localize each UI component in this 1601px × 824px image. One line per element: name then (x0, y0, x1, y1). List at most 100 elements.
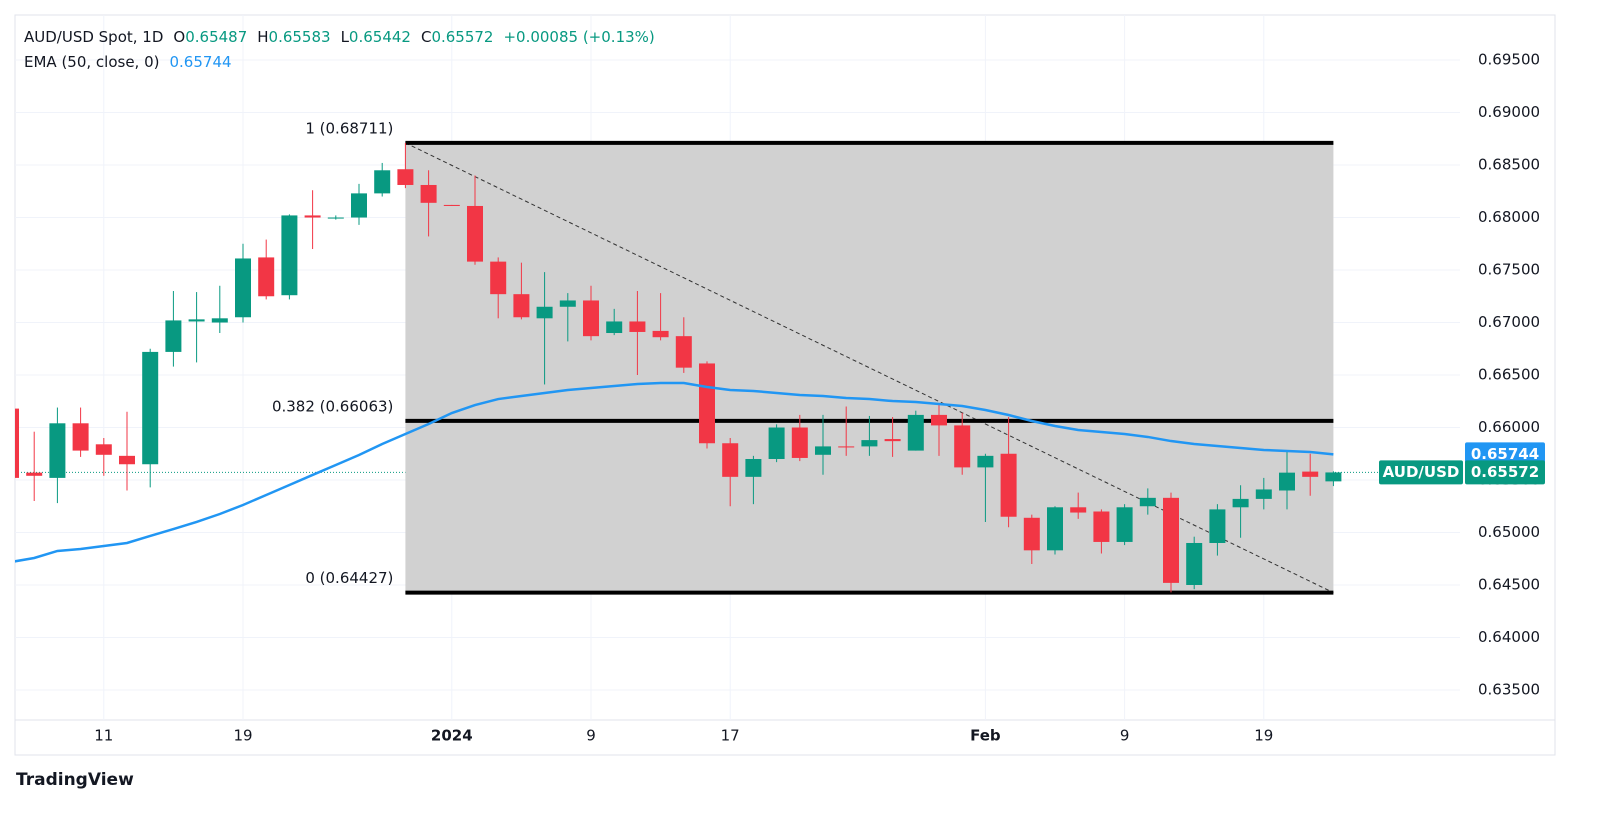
candle-body (304, 215, 321, 218)
candle-body (467, 205, 483, 262)
candle-body (652, 330, 669, 338)
ohlc-value: 0.65572 (431, 28, 494, 46)
candle-body (954, 425, 971, 468)
candle-body (165, 320, 182, 352)
symbol-tag (1379, 460, 1463, 485)
fib-level-label: 0 (0.64427) (305, 569, 393, 587)
candle-body (1047, 507, 1063, 551)
ohlc-letter: H (257, 28, 269, 46)
candle-body (559, 300, 576, 307)
candle-body (1325, 472, 1342, 482)
ohlc-close: C0.65572 (421, 28, 494, 46)
candle-body (95, 444, 112, 455)
ohlc-low: L0.65442 (341, 28, 411, 46)
ohlc-letter: O (173, 28, 186, 46)
ohlc-value: 0.65442 (348, 28, 411, 46)
candle-body (397, 169, 414, 185)
candle-body (1232, 498, 1249, 508)
candle-body (931, 414, 947, 426)
y-tick-label: 0.68000 (1478, 208, 1540, 226)
fib-level-label: 1 (0.68711) (305, 119, 393, 137)
y-tick-label: 0.64000 (1478, 628, 1540, 646)
symbol: AUD/USD Spot, 1D (24, 28, 164, 46)
candle-body (1000, 453, 1017, 517)
x-tick-label: 17 (721, 727, 740, 745)
candle-body (211, 318, 228, 323)
symbol-tag-text: AUD/USD (1383, 463, 1460, 481)
candle-body (72, 423, 89, 451)
ohlc-letter: L (340, 28, 349, 46)
candle-body (1302, 471, 1319, 477)
candle-body (26, 472, 43, 476)
candle-body (327, 217, 344, 219)
candle-body (791, 427, 808, 458)
candle-body (49, 423, 66, 478)
candle-body (536, 306, 553, 319)
candle-body (675, 336, 692, 368)
candle-body (838, 446, 855, 448)
candle-body (977, 455, 994, 468)
candle-body (119, 455, 135, 465)
y-tick-label: 0.68500 (1478, 156, 1540, 174)
ema-tag (1465, 442, 1545, 467)
candle-body (351, 193, 367, 218)
candle-body (1070, 507, 1087, 513)
ema-legend: EMA (50, close, 0) 0.65744 (24, 53, 242, 71)
candle-body (443, 204, 460, 206)
candle-body (1023, 517, 1040, 551)
ema-line (15, 381, 1334, 563)
y-tick-label: 0.63500 (1478, 680, 1540, 698)
candle-body (1093, 511, 1110, 542)
price-tag (1465, 460, 1545, 485)
candle-body (768, 427, 785, 459)
candle-body (1163, 497, 1179, 583)
x-tick-label: 19 (1254, 727, 1273, 745)
candle-body (374, 170, 391, 194)
y-tick-label: 0.66500 (1478, 366, 1540, 384)
ohlc-letter: C (420, 28, 432, 46)
candle-body (235, 258, 251, 318)
x-tick-label: 9 (1120, 727, 1130, 745)
trend-line (405, 142, 1334, 594)
ema-value: 0.65744 (169, 53, 232, 71)
frame (14, 14, 1556, 756)
y-tick-label: 0.67500 (1478, 261, 1540, 279)
x-tick-label: 11 (94, 727, 113, 745)
candle-body (861, 440, 878, 447)
watermark: TradingView (16, 770, 134, 790)
ohlc-high: H0.65583 (257, 28, 330, 46)
ohlc-open: O0.65487 (173, 28, 247, 46)
change: +0.00085 (+0.13%) (503, 28, 655, 46)
candle-body (815, 446, 831, 455)
candle-body (15, 408, 19, 478)
candle-body (142, 351, 159, 465)
candle-body (907, 414, 924, 451)
x-tick-label: Feb (970, 727, 1001, 745)
candle-body (699, 363, 715, 444)
candle-body (188, 319, 205, 322)
x-tick-label: 9 (586, 727, 596, 745)
y-tick-label: 0.65000 (1478, 523, 1540, 541)
x-tick-label: 2024 (431, 727, 473, 745)
price-tag-text: 0.65572 (1471, 463, 1539, 481)
x-tick-label: 19 (233, 727, 252, 745)
candle-body (629, 321, 646, 332)
candle-body (745, 458, 762, 477)
candle-body (884, 439, 901, 442)
candle-body (1139, 497, 1156, 507)
y-tick-label: 0.64500 (1478, 575, 1540, 593)
y-tick-label: 0.69500 (1478, 51, 1540, 69)
candle-body (606, 321, 623, 334)
candle-body (513, 294, 530, 318)
y-tick-label: 0.67000 (1478, 313, 1540, 331)
candle-body (281, 215, 298, 296)
header-line: AUD/USD Spot, 1D O0.65487 H0.65583 L0.65442… (24, 28, 665, 46)
candle-body (1279, 472, 1295, 491)
candle-body (583, 300, 599, 337)
ema-tag-text: 0.65744 (1471, 445, 1539, 463)
fib-level-label: 0.382 (0.66063) (272, 397, 393, 415)
candle-body (490, 261, 507, 295)
candle-body (1116, 507, 1133, 542)
y-tick-label: 0.69000 (1478, 103, 1540, 121)
